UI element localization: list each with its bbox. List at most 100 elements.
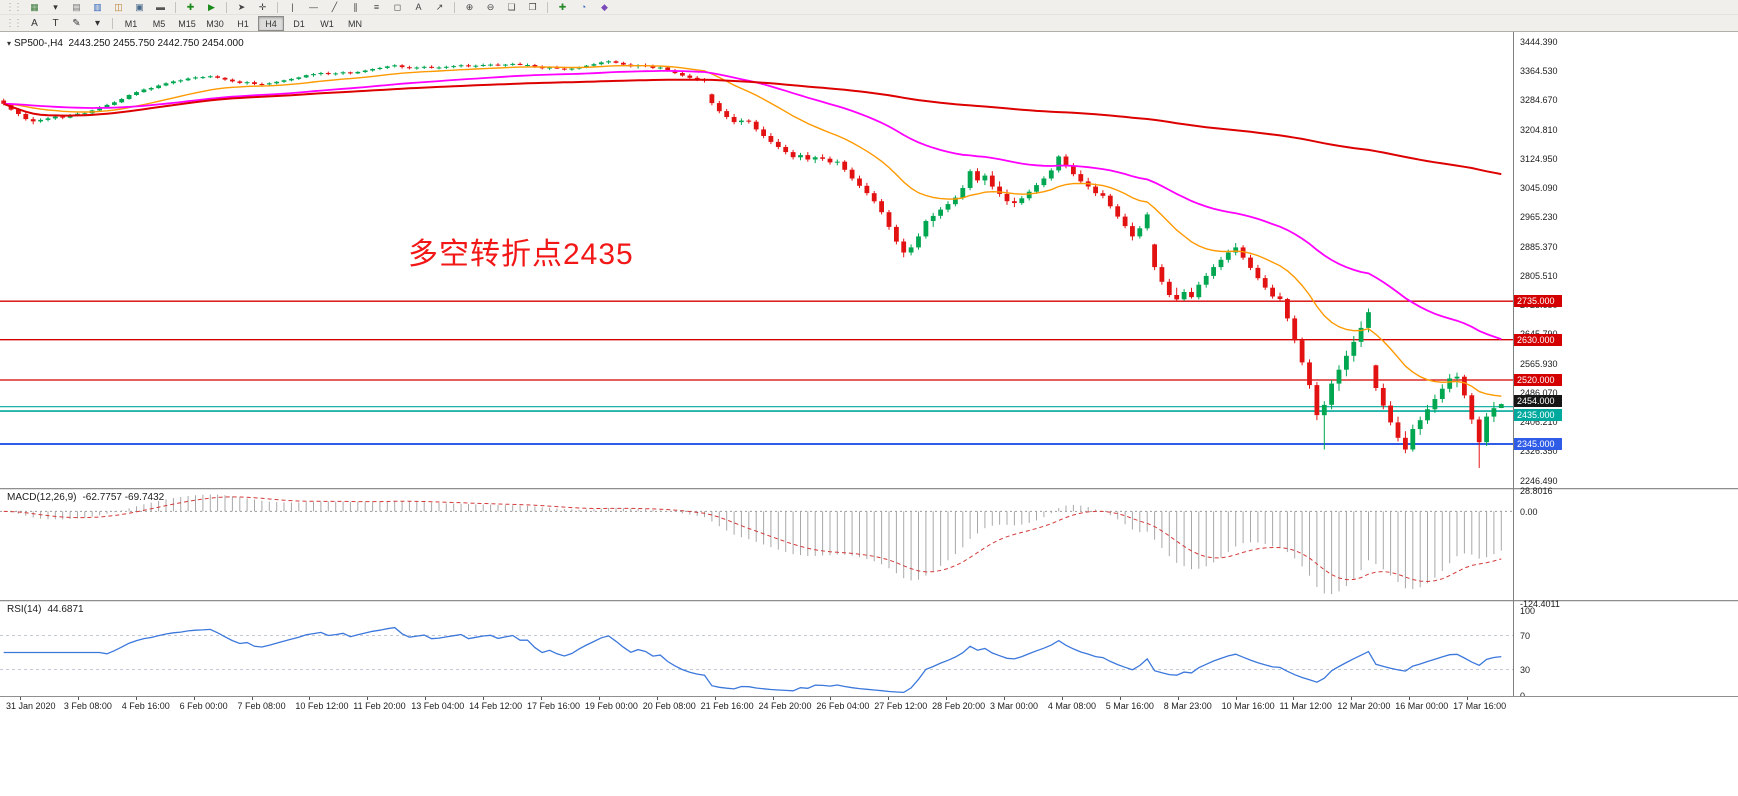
time-axis-label: 17 Mar 16:00 — [1453, 701, 1507, 711]
terminal-icon[interactable]: ▬ — [156, 1, 165, 12]
macd-panel[interactable]: MACD(12,26,9) -62.7757 -69.7432 — [0, 490, 1513, 600]
time-axis-tick — [772, 697, 774, 700]
price-tag-2435: 2435.000 — [1514, 409, 1562, 422]
timeframe-button-d1[interactable]: D1 — [293, 18, 305, 29]
current-ohlc: 2443.250 2455.750 2442.750 2454.000 — [68, 38, 244, 49]
timeframe-group: M1 M5 M15 M30 H1 H4 D1 W1 MN — [117, 16, 369, 31]
market-watch-icon[interactable]: ▥ — [93, 1, 102, 12]
time-axis-tick — [1177, 697, 1179, 700]
chart-dropdown-icon[interactable]: ▾ — [53, 1, 58, 12]
tool-dropdown-arrow-icon[interactable]: ▾ — [94, 17, 101, 29]
timeframe-button-w1[interactable]: W1 — [320, 18, 334, 29]
toolbar-drag-handle[interactable]: ⋮⋮ — [5, 1, 23, 13]
price-tag-2345: 2345.000 — [1514, 438, 1562, 451]
macd-label: MACD(12,26,9) -62.7757 -69.7432 — [7, 492, 165, 503]
time-axis-tick — [135, 697, 137, 700]
templates-icon[interactable]: ◆ — [601, 1, 608, 12]
time-axis-label: 19 Feb 00:00 — [584, 701, 638, 711]
price-axis-label: 2246.490 — [1520, 475, 1558, 486]
price-axis-label: 2885.370 — [1520, 241, 1558, 252]
price-axis-label: 2805.510 — [1520, 270, 1558, 281]
timeframe-button-m15[interactable]: M15 — [178, 18, 196, 29]
new-order-icon[interactable]: ✚ — [186, 1, 195, 12]
timeframe-button-m30[interactable]: M30 — [206, 18, 224, 29]
toolbar-separator — [112, 18, 113, 29]
price-axis-label: 3284.670 — [1520, 95, 1558, 106]
macd-axis-label: 28.8016 — [1520, 485, 1553, 496]
price-chart-svg[interactable] — [0, 32, 1513, 488]
chart-annotation-text[interactable]: 多空转折点2435 — [408, 238, 634, 271]
zoom-out-icon[interactable]: ⊖ — [486, 1, 495, 12]
toolbar-separator — [277, 1, 278, 13]
time-axis-tick — [1293, 697, 1295, 700]
current-price-tag: 2454.000 — [1514, 395, 1562, 408]
indicators-add-icon[interactable]: ✚ — [558, 1, 567, 12]
toolbar-separator — [547, 1, 548, 13]
toolbar-separator — [226, 1, 227, 13]
toolbar-row-standard: ⋮⋮ ▦ ▾ ▤ ▥ ◫ ▣ ▬ ✚ ▶ ➤ ✛ | ― ╱ ∥ ≡ ◻ A ↗ ⊕ ⊖ ❏ ❐ ✚ ◔ ◆ — [0, 0, 1738, 14]
time-axis-label: 4 Feb 16:00 — [121, 701, 170, 711]
profiles-icon[interactable]: ▤ — [72, 1, 81, 12]
timeframe-button-h4[interactable]: H4 — [258, 16, 284, 31]
text-icon[interactable]: A — [415, 1, 422, 12]
price-axis-label: 2565.930 — [1520, 358, 1558, 369]
time-axis-tick — [1351, 697, 1353, 700]
cursor-icon[interactable]: ➤ — [237, 1, 246, 12]
price-axis-label: 3124.950 — [1520, 153, 1558, 164]
drawing-tools-group: ⋮⋮ A T ✎ ▾ — [2, 16, 108, 31]
time-axis-label: 7 Feb 08:00 — [237, 701, 286, 711]
vertical-line-icon[interactable]: | — [291, 1, 294, 12]
trendline-icon[interactable]: ╱ — [331, 1, 338, 12]
channel-icon[interactable]: ∥ — [353, 1, 358, 12]
time-axis-tick — [367, 697, 369, 700]
timeframe-button-mn[interactable]: MN — [348, 18, 362, 29]
navigator-icon[interactable]: ▣ — [135, 1, 144, 12]
fibonacci-icon[interactable]: ≡ — [373, 1, 380, 12]
autotrading-icon[interactable]: ▶ — [208, 1, 215, 12]
toolbar-drag-handle[interactable]: ⋮⋮ — [5, 18, 23, 29]
time-axis-label: 11 Mar 12:00 — [1279, 701, 1332, 711]
price-axis-label: 2486.070 — [1520, 387, 1558, 398]
time-axis-tick — [888, 697, 890, 700]
time-axis-label: 17 Feb 16:00 — [526, 701, 580, 711]
rsi-label: RSI(14) 44.6871 — [7, 604, 84, 615]
zoom-in-icon[interactable]: ⊕ — [465, 1, 474, 12]
text-label-tool-icon[interactable]: T — [52, 17, 59, 29]
rsi-panel[interactable]: RSI(14) 44.6871 — [0, 602, 1513, 696]
rsi-axis-label: 30 — [1520, 665, 1531, 675]
cascade-windows-icon[interactable]: ❐ — [528, 1, 537, 12]
font-tool-icon[interactable]: A — [31, 17, 38, 29]
timeframe-button-m5[interactable]: M5 — [152, 18, 166, 29]
panel-divider[interactable] — [0, 488, 1738, 490]
time-axis-label: 27 Feb 12:00 — [874, 701, 928, 711]
time-axis-label: 28 Feb 20:00 — [932, 701, 986, 711]
tile-windows-icon[interactable]: ❏ — [507, 1, 516, 12]
time-axis-tick — [1235, 697, 1237, 700]
time-axis-label: 16 Mar 00:00 — [1395, 701, 1449, 711]
timeframe-button-m1[interactable]: M1 — [124, 18, 138, 29]
price-tag-2630: 2630.000 — [1514, 333, 1562, 346]
time-axis-tick — [1061, 697, 1063, 700]
macd-histogram — [10, 494, 1502, 595]
drawing-tool-icon[interactable]: ✎ — [72, 17, 81, 29]
mid-ma-line — [3, 70, 1502, 340]
shapes-icon[interactable]: ◻ — [393, 1, 402, 12]
new-chart-icon[interactable]: ▦ — [30, 1, 39, 12]
macd-axis-label: 0.00 — [1520, 506, 1538, 517]
toolbar: ⋮⋮ ▦ ▾ ▤ ▥ ◫ ▣ ▬ ✚ ▶ ➤ ✛ | ― ╱ ∥ ≡ ◻ A ↗ ⊕ ⊖ ❏ ❐ ✚ ◔ ◆ ⋮⋮ A T ✎ ▾ M1 M5… — [0, 0, 1738, 32]
arrows-icon[interactable]: ↗ — [435, 1, 444, 12]
time-axis-label: 3 Mar 00:00 — [990, 701, 1039, 711]
horizontal-line-icon[interactable]: ― — [309, 1, 318, 12]
time-axis-label: 24 Feb 20:00 — [758, 701, 812, 711]
data-window-icon[interactable]: ◫ — [114, 1, 123, 12]
time-axis-label: 20 Feb 08:00 — [642, 701, 696, 711]
price-chart-panel[interactable]: ▾ SP500-,H4 2443.250 2455.750 2442.750 24… — [0, 32, 1513, 488]
time-axis[interactable]: 31 Jan 2020 3 Feb 08:00 4 Feb 16:00 6 Feb 0… — [0, 696, 1738, 716]
panel-divider[interactable] — [0, 600, 1738, 602]
time-axis-tick — [598, 697, 600, 700]
fast-ma-line — [3, 65, 1502, 397]
period-selector-icon[interactable]: ◔ — [580, 1, 587, 12]
crosshair-icon[interactable]: ✛ — [258, 1, 267, 12]
timeframe-button-h1[interactable]: H1 — [237, 18, 249, 29]
